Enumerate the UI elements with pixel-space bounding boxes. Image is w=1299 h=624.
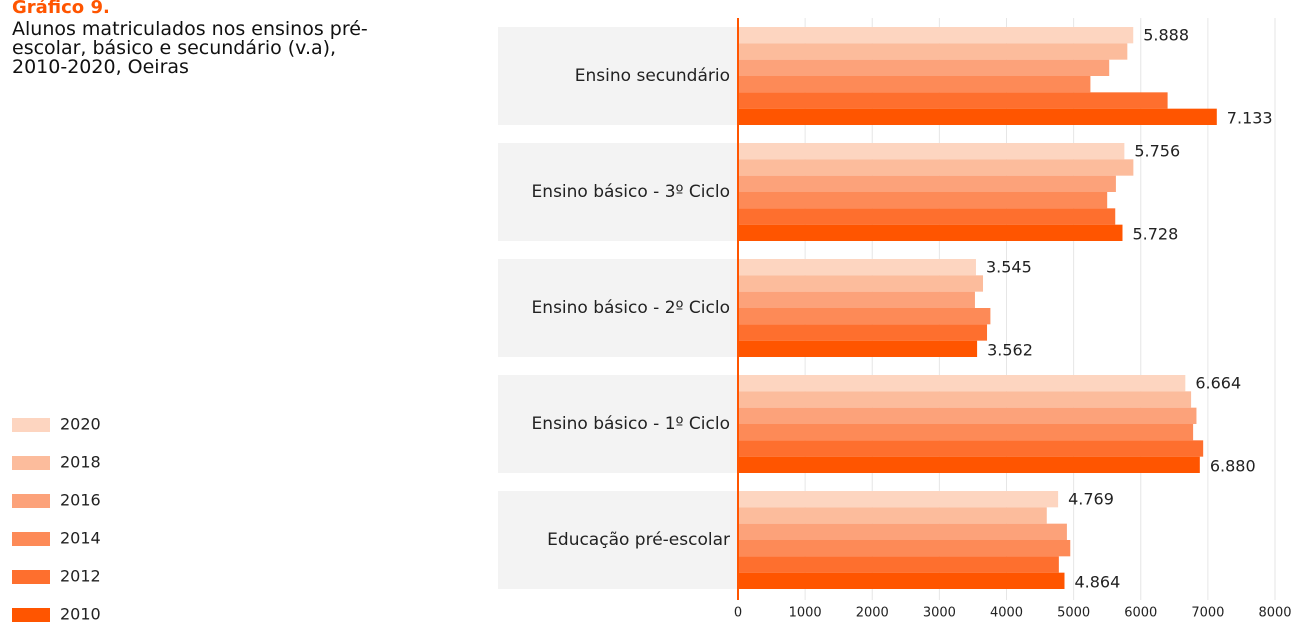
bar bbox=[738, 308, 991, 325]
bar bbox=[738, 507, 1047, 524]
bar bbox=[738, 208, 1116, 225]
bar bbox=[738, 159, 1134, 176]
category-band bbox=[498, 491, 738, 589]
bar bbox=[738, 92, 1168, 109]
legend-label: 2020 bbox=[60, 415, 101, 434]
y-tick-label: Ensino básico - 3º Ciclo bbox=[532, 182, 730, 202]
bar bbox=[738, 108, 1217, 125]
legend-swatch bbox=[12, 418, 50, 432]
data-label: 3.562 bbox=[987, 341, 1033, 360]
bar bbox=[738, 43, 1128, 60]
bar bbox=[738, 291, 975, 308]
bar bbox=[738, 59, 1110, 76]
bar bbox=[738, 143, 1125, 160]
legend-swatch bbox=[12, 608, 50, 622]
data-label: 5.756 bbox=[1134, 142, 1180, 161]
x-tick-label: 2000 bbox=[856, 606, 889, 621]
legend-label: 2012 bbox=[60, 567, 101, 586]
chart-subtitle: Alunos matriculados nos ensinos pré-esco… bbox=[12, 18, 368, 78]
x-tick-label: 3000 bbox=[923, 606, 956, 621]
legend-label: 2010 bbox=[60, 605, 101, 624]
y-tick-label: Ensino secundário bbox=[575, 66, 730, 86]
data-label: 4.864 bbox=[1074, 573, 1120, 592]
bar bbox=[738, 523, 1067, 540]
legend-label: 2018 bbox=[60, 453, 101, 472]
bar bbox=[738, 340, 978, 357]
data-label: 4.769 bbox=[1068, 490, 1114, 509]
category-band bbox=[498, 143, 738, 241]
data-label: 6.664 bbox=[1195, 374, 1241, 393]
y-tick-label: Ensino básico - 1º Ciclo bbox=[532, 414, 730, 434]
x-tick-label: 5000 bbox=[1057, 606, 1090, 621]
bar bbox=[738, 324, 988, 341]
x-tick-label: 8000 bbox=[1258, 606, 1291, 621]
legend-label: 2016 bbox=[60, 491, 101, 510]
bar bbox=[738, 572, 1065, 589]
bar bbox=[738, 491, 1059, 508]
x-tick-label: 0 bbox=[734, 606, 742, 621]
x-tick-label: 1000 bbox=[789, 606, 822, 621]
data-label: 6.880 bbox=[1210, 457, 1256, 476]
bar bbox=[738, 275, 984, 292]
data-label: 7.133 bbox=[1227, 109, 1273, 128]
x-tick-label: 7000 bbox=[1191, 606, 1224, 621]
bar bbox=[738, 424, 1194, 441]
category-band bbox=[498, 27, 738, 125]
bar bbox=[738, 27, 1134, 44]
legend-swatch bbox=[12, 494, 50, 508]
bar bbox=[738, 375, 1186, 392]
bar bbox=[738, 556, 1059, 573]
y-tick-label: Educação pré-escolar bbox=[547, 530, 730, 550]
bar bbox=[738, 540, 1071, 557]
bar bbox=[738, 175, 1116, 192]
x-tick-label: 6000 bbox=[1124, 606, 1157, 621]
bar bbox=[738, 192, 1108, 209]
x-tick-label: 4000 bbox=[990, 606, 1023, 621]
data-label: 5.728 bbox=[1132, 225, 1178, 244]
data-label: 5.888 bbox=[1143, 26, 1189, 45]
legend-swatch bbox=[12, 532, 50, 546]
bar bbox=[738, 259, 976, 276]
legend-swatch bbox=[12, 456, 50, 470]
category-band bbox=[498, 375, 738, 473]
data-label: 3.545 bbox=[986, 258, 1032, 277]
bar bbox=[738, 407, 1197, 424]
bar bbox=[738, 456, 1200, 473]
y-tick-label: Ensino básico - 2º Ciclo bbox=[532, 298, 730, 318]
legend-label: 2014 bbox=[60, 529, 101, 548]
bar bbox=[738, 440, 1204, 457]
bar bbox=[738, 391, 1192, 408]
legend-swatch bbox=[12, 570, 50, 584]
chart-title: Gráfico 9. bbox=[12, 0, 110, 18]
category-band bbox=[498, 259, 738, 357]
bar bbox=[738, 224, 1123, 241]
bar bbox=[738, 76, 1091, 93]
